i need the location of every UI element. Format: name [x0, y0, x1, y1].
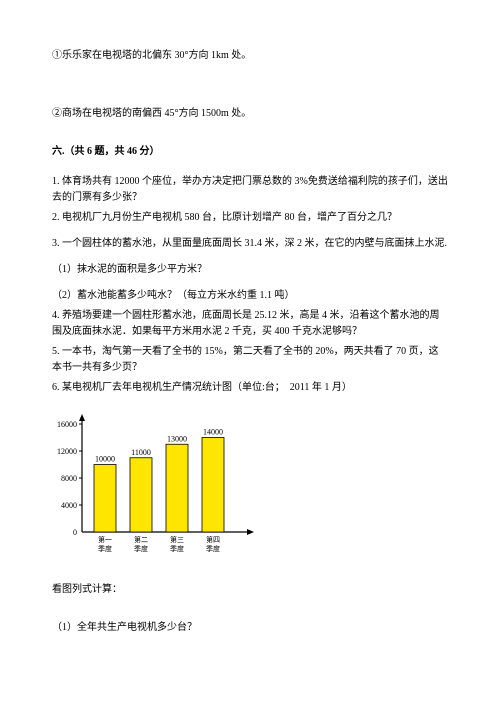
paragraph-2: ②商场在电视塔的南偏西 45°方向 1500m 处。 — [52, 106, 448, 122]
svg-text:11000: 11000 — [131, 448, 151, 457]
svg-text:第一: 第一 — [98, 535, 112, 544]
question-6: 6. 某电视机厂去年电视机生产情况统计图（单位:台； 2011 年 1 月） — [52, 380, 448, 396]
svg-text:季度: 季度 — [170, 544, 184, 553]
svg-text:10000: 10000 — [95, 455, 115, 464]
svg-text:13000: 13000 — [167, 434, 187, 443]
svg-text:第二: 第二 — [134, 535, 148, 544]
question-2: 2. 电视机厂九月份生产电视机 580 台，比原计划增产 80 台，增产了百分之… — [52, 210, 448, 226]
svg-text:0: 0 — [73, 528, 77, 537]
question-3: 3. 一个圆柱体的蓄水池，从里面量底面周长 31.4 米，深 2 米，在它的内壁… — [52, 236, 448, 252]
svg-text:16000: 16000 — [57, 420, 77, 429]
question-4: 4. 养殖场要建一个圆柱形蓄水池，底面周长是 25.12 米，高是 4 米，沿着… — [52, 308, 448, 340]
svg-text:季度: 季度 — [134, 544, 148, 553]
footer-question-1: （1）全年共生产电视机多少台？ — [52, 620, 448, 636]
svg-text:季度: 季度 — [206, 544, 220, 553]
svg-text:第四: 第四 — [206, 535, 220, 544]
question-3-1: （1）抹水泥的面积是多少平方米？ — [52, 262, 448, 278]
svg-text:4000: 4000 — [61, 501, 77, 510]
svg-text:8000: 8000 — [61, 474, 77, 483]
footer-instruction: 看图列式计算： — [52, 582, 448, 598]
svg-text:第三: 第三 — [170, 535, 184, 544]
svg-text:14000: 14000 — [203, 428, 223, 437]
question-5: 5. 一本书，淘气第一天看了全书的 15%，第二天看了全书的 20%，两天共看了… — [52, 344, 448, 376]
svg-text:12000: 12000 — [57, 447, 77, 456]
question-3-2: （2）蓄水池能蓄多少吨水？（每立方米水约重 1.1 吨） — [52, 288, 448, 304]
paragraph-1: ①乐乐家在电视塔的北偏东 30°方向 1km 处。 — [52, 48, 448, 64]
svg-text:季度: 季度 — [98, 544, 112, 553]
bar-chart: 400080001200016000010000第一季度11000第二季度130… — [46, 410, 448, 560]
section-6-title: 六.（共 6 题，共 46 分） — [52, 144, 448, 160]
question-1: 1. 体育场共有 12000 个座位，举办方决定把门票总数的 3%免费送给福利院… — [52, 174, 448, 206]
